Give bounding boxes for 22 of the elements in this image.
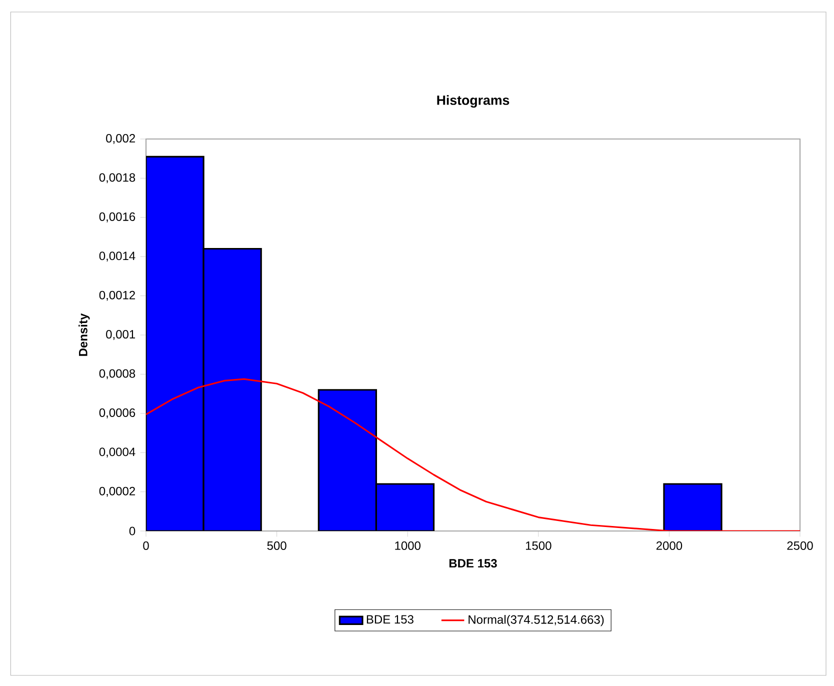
legend-label: BDE 153 bbox=[366, 615, 414, 624]
y-tick-label: 0,0002 bbox=[99, 486, 135, 497]
x-axis-title: BDE 153 bbox=[449, 559, 497, 568]
x-tick-label: 0 bbox=[143, 541, 149, 550]
y-tick-label: 0,0004 bbox=[99, 448, 136, 458]
y-tick-label: 0,0016 bbox=[99, 212, 136, 222]
y-tick-label: 0 bbox=[129, 526, 136, 536]
x-tick-label: 1500 bbox=[526, 541, 552, 550]
y-tick-label: 0,0014 bbox=[99, 252, 136, 262]
x-tick-label: 2000 bbox=[656, 541, 682, 550]
x-tick-label: 2500 bbox=[787, 541, 813, 550]
x-tick-label: 500 bbox=[267, 541, 286, 550]
y-tick-label: 0,002 bbox=[106, 134, 135, 144]
y-tick-label: 0,001 bbox=[106, 330, 136, 340]
y-tick-label: 0,0006 bbox=[99, 408, 136, 418]
chart-title: Histograms bbox=[437, 95, 510, 108]
y-tick-label: 0,0012 bbox=[99, 290, 135, 301]
legend-label: Normal(374.512,514.663) bbox=[468, 614, 604, 626]
y-tick-label: 0,0018 bbox=[99, 173, 136, 184]
x-tick-label: 1000 bbox=[395, 541, 420, 550]
y-tick-label: 0,0008 bbox=[99, 369, 136, 380]
y-axis-title: Density bbox=[78, 313, 90, 356]
